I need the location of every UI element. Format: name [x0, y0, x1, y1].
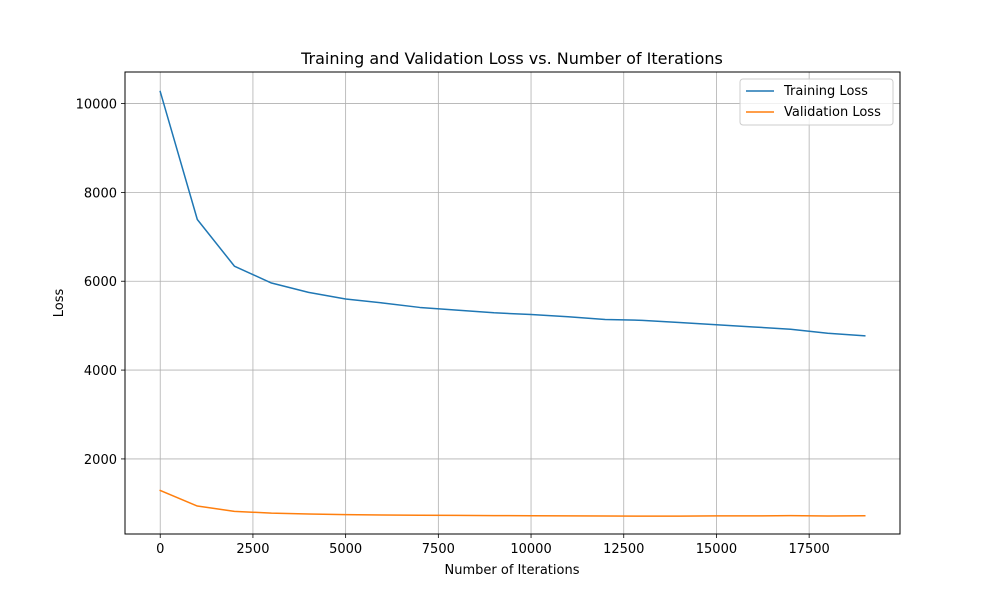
y-tick-label: 4000: [84, 364, 117, 379]
y-tick-label: 10000: [76, 98, 117, 113]
legend-label-validation-loss: Validation Loss: [784, 105, 881, 120]
x-tick-label: 5000: [329, 542, 362, 557]
x-axis-label: Number of Iterations: [445, 563, 580, 578]
grid: [125, 72, 900, 534]
y-tick-label: 8000: [84, 186, 117, 201]
x-tick-label: 10000: [510, 542, 551, 557]
x-tick-label: 0: [156, 542, 164, 557]
training-loss-line: [159, 90, 866, 337]
chart-title: Training and Validation Loss vs. Number …: [300, 49, 723, 68]
y-axis-label: Loss: [52, 289, 67, 318]
y-axis: 2000 4000 6000 8000 10000: [76, 98, 125, 468]
x-tick-label: 2500: [236, 542, 269, 557]
x-tick-label: 7500: [422, 542, 455, 557]
x-axis: 0 2500 5000 7500 10000 12500 15000 17500: [156, 534, 830, 557]
x-tick-label: 15000: [696, 542, 737, 557]
x-tick-label: 17500: [788, 542, 829, 557]
x-tick-label: 12500: [603, 542, 644, 557]
series-layer: [159, 90, 866, 517]
validation-loss-line: [159, 489, 866, 517]
y-tick-label: 2000: [84, 453, 117, 468]
legend-label-training-loss: Training Loss: [783, 84, 868, 99]
plot-frame: [124, 71, 901, 535]
legend: Training Loss Validation Loss: [739, 78, 894, 126]
y-tick-label: 6000: [84, 275, 117, 290]
legend-box: [739, 78, 894, 126]
